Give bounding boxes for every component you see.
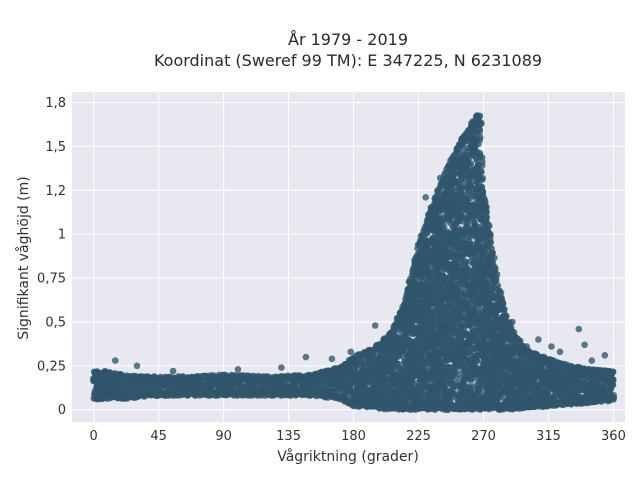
data-point [439,271,447,279]
data-point [479,188,487,195]
data-point [479,174,487,182]
data-point [487,239,495,246]
data-points [90,112,618,414]
data-point [478,154,486,161]
data-point [476,112,484,120]
data-point [486,222,493,230]
data-point [482,204,489,211]
data-point [481,196,488,203]
data-point [477,119,485,126]
data-point [483,213,491,220]
data-point [464,219,471,226]
data-point [486,230,494,238]
data-point [478,162,486,169]
data-point [477,167,485,175]
data-point [477,133,484,141]
